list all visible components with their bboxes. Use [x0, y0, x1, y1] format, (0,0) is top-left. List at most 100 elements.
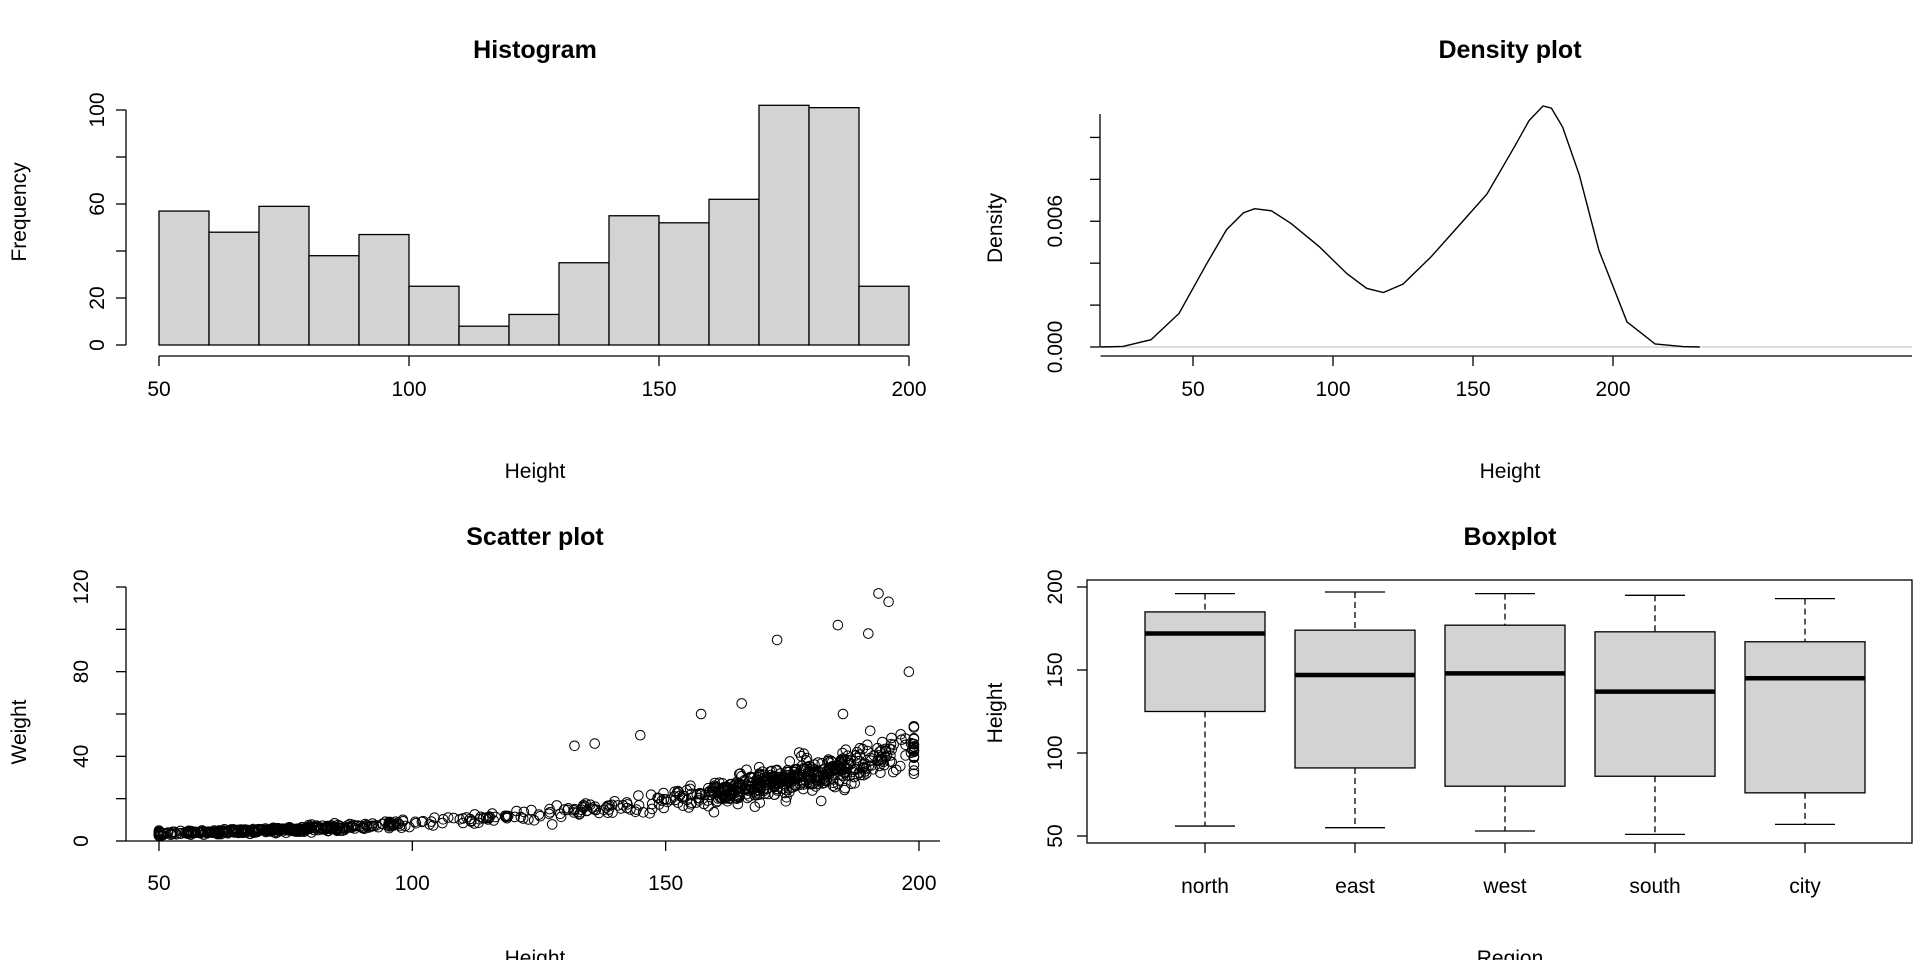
scatter-point [426, 816, 437, 827]
histogram-bar [458, 325, 510, 346]
histogram-x-tick-label: 100 [391, 378, 426, 401]
scatter-point [348, 819, 359, 831]
scatter-point [410, 818, 422, 829]
scatter-point [741, 764, 752, 776]
scatter-point [839, 784, 850, 796]
scatter-point [239, 826, 251, 838]
scatter-point [707, 786, 719, 798]
scatter-point [637, 807, 649, 818]
histogram-bar [508, 313, 560, 346]
scatter-point [736, 698, 748, 709]
scatter-point [787, 769, 799, 781]
scatter-point [665, 794, 677, 806]
scatter-point [749, 789, 760, 801]
scatter-point [868, 750, 880, 761]
scatter-point [876, 744, 887, 756]
scatter-point [457, 817, 469, 829]
boxplot-frame [1086, 579, 1913, 844]
histogram-bar [308, 255, 360, 346]
scatter-point [834, 762, 846, 774]
scatter-point [703, 789, 715, 801]
histogram-y-label: Frequency [8, 162, 31, 262]
scatter-point [228, 824, 239, 835]
histogram-bar [358, 233, 410, 346]
scatter-point [573, 809, 585, 820]
scatter-point [771, 634, 783, 646]
scatter-point [908, 759, 920, 771]
boxplot-box [1744, 641, 1866, 794]
scatter-x-label: Height [505, 947, 566, 960]
scatter-point [261, 825, 273, 836]
scatter-point [630, 806, 641, 818]
scatter-point [857, 762, 869, 773]
density-panel: Density plot 50 100 150 200 0.000 0.006 Heigh… [984, 36, 1912, 483]
scatter-point [724, 792, 736, 804]
boxplot-box [1294, 629, 1416, 769]
histogram-axes: 50 100 150 200 0 20 60 100 [86, 92, 927, 401]
scatter-point [877, 736, 888, 748]
scatter-point [546, 819, 558, 830]
scatter-point [569, 740, 580, 752]
scatter-point [215, 827, 226, 838]
scatter-point [677, 793, 689, 804]
histogram-y-tick-label: 100 [86, 92, 109, 127]
boxplot-y-tick-label: 150 [1044, 652, 1067, 687]
scatter-point [908, 721, 920, 732]
scatter-point [315, 823, 327, 835]
scatter-point [765, 776, 776, 788]
scatter-point [835, 769, 846, 780]
scatter-point [437, 814, 449, 825]
scatter-point [740, 783, 752, 795]
scatter-point [732, 779, 744, 790]
boxplot-box [1444, 624, 1566, 787]
histogram-y-tick-label: 60 [86, 192, 109, 215]
scatter-point [840, 744, 852, 756]
scatter-point [593, 807, 605, 819]
scatter-point [515, 811, 527, 823]
histogram-y-tick-label: 20 [86, 286, 109, 309]
scatter-point [888, 766, 899, 778]
boxplot-y-tick-label: 50 [1044, 824, 1067, 847]
histogram-bar [708, 198, 760, 346]
boxplot-boxes [1144, 591, 1866, 835]
scatter-point [293, 826, 305, 838]
scatter-point [867, 764, 879, 775]
scatter-point [210, 827, 221, 839]
scatter-point [653, 799, 665, 810]
histogram-bar [758, 104, 810, 346]
boxplot-axes: north east west south city 50 100 150 200 [1044, 569, 1821, 898]
scatter-point [287, 824, 299, 836]
scatter-y-tick-label: 0 [70, 835, 93, 847]
density-x-label: Height [1480, 460, 1541, 483]
scatter-point [153, 828, 165, 840]
scatter-point [780, 796, 792, 807]
scatter-point [829, 781, 841, 793]
scatter-point [383, 822, 395, 834]
scatter-point [850, 750, 861, 761]
scatter-point [677, 800, 689, 812]
scatter-y-label: Weight [8, 699, 31, 764]
scatter-point [908, 768, 920, 780]
scatter-y-tick-label: 120 [70, 569, 93, 604]
scatter-point [635, 729, 646, 741]
boxplot-panel: Boxplot north east west south city 50 100 150 20… [984, 523, 1913, 960]
scatter-point [257, 824, 269, 836]
scatter-point [878, 759, 890, 771]
scatter-point [182, 827, 194, 839]
scatter-point [417, 815, 429, 827]
scatter-point [749, 801, 761, 813]
boxplot-y-tick-label: 200 [1044, 569, 1067, 604]
scatter-point [480, 812, 492, 824]
density-axes: 50 100 150 200 0.000 0.006 [1044, 114, 1912, 401]
scatter-point [812, 757, 824, 768]
scatter-x-tick-label: 100 [395, 872, 430, 895]
scatter-point [807, 785, 818, 796]
density-curve [1100, 105, 1700, 348]
scatter-point [352, 820, 364, 831]
scatter-point [735, 768, 746, 779]
scatter-point [717, 790, 729, 802]
scatter-point [903, 666, 915, 678]
scatter-point [429, 812, 440, 824]
scatter-point [767, 775, 778, 787]
scatter-point [781, 792, 792, 803]
